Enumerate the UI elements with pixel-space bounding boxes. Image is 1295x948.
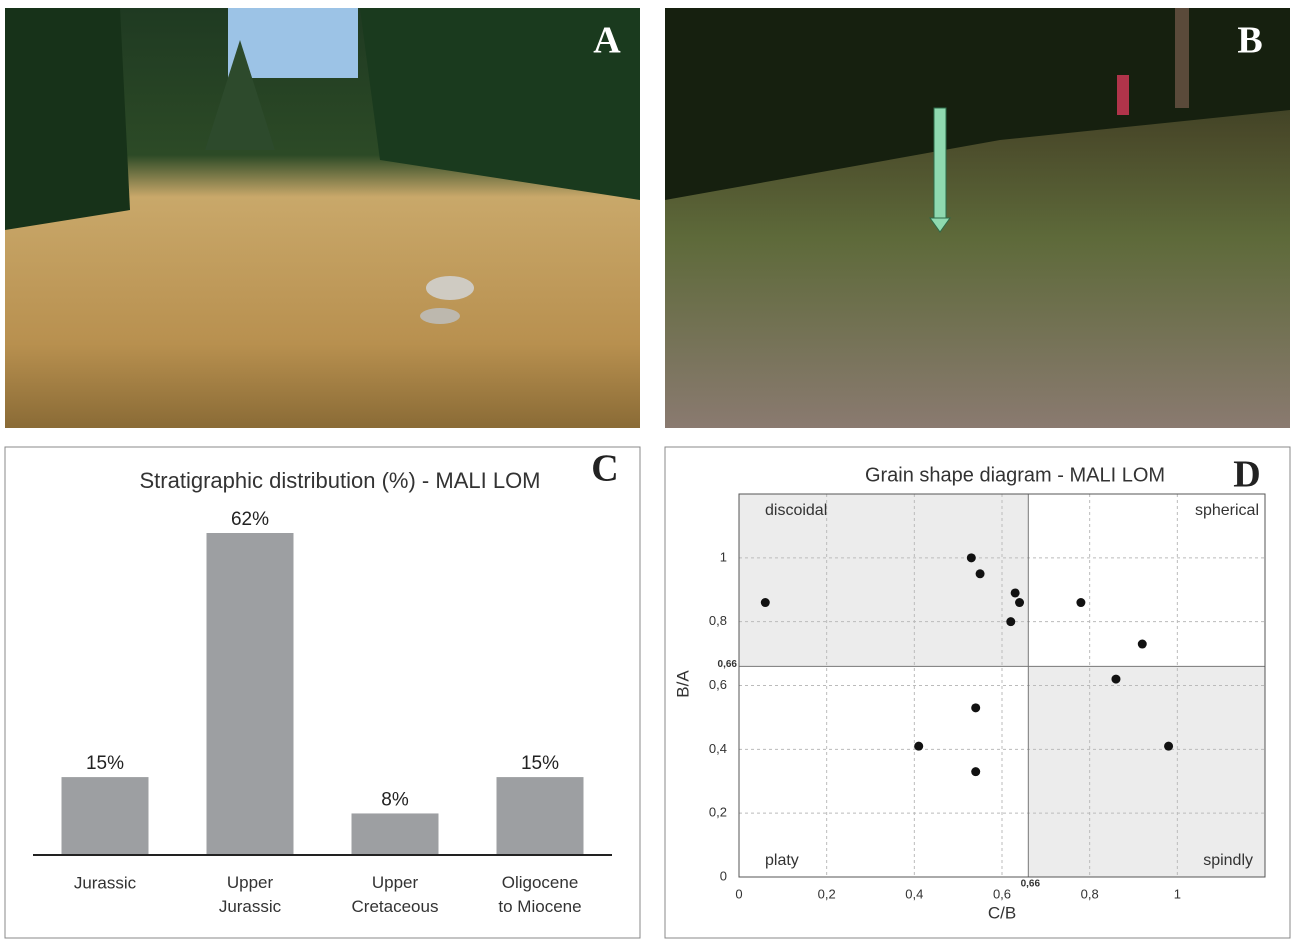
point bbox=[975, 569, 985, 579]
x-tick-label: 0,6 bbox=[993, 886, 1011, 901]
x-axis-label: C/B bbox=[988, 903, 1016, 922]
quadrant-label: spherical bbox=[1195, 502, 1259, 519]
point bbox=[914, 741, 924, 751]
photo-b bbox=[665, 8, 1290, 428]
point bbox=[1076, 598, 1086, 608]
photo-a bbox=[5, 8, 640, 428]
y-tick-label: 0,2 bbox=[709, 805, 727, 820]
value-label: 8% bbox=[381, 789, 409, 810]
x-tick-label: Upper Cretaceous bbox=[352, 873, 439, 916]
point bbox=[966, 553, 976, 563]
point bbox=[1006, 617, 1016, 627]
point bbox=[971, 703, 981, 713]
chart-title: Grain shape diagram - MALI LOM bbox=[865, 464, 1165, 486]
x-tick-label: 1 bbox=[1174, 886, 1181, 901]
panel-label: B bbox=[1237, 20, 1262, 62]
bar bbox=[206, 533, 294, 855]
y-axis-label: B/A bbox=[673, 670, 692, 698]
y-tick-label: 0,8 bbox=[709, 613, 727, 628]
quadrant-shade bbox=[739, 494, 1029, 667]
point bbox=[760, 598, 770, 608]
bar bbox=[496, 777, 584, 855]
quadrant-label: spindly bbox=[1203, 852, 1253, 869]
x-tick-label: 0,8 bbox=[1081, 886, 1099, 901]
plot-frame bbox=[738, 493, 1266, 878]
panel-label: C bbox=[591, 448, 618, 490]
y-tick-label: 1 bbox=[720, 549, 727, 564]
value-label: 15% bbox=[521, 753, 559, 774]
x-tick-label: 0,2 bbox=[818, 886, 836, 901]
point bbox=[971, 767, 981, 777]
bar bbox=[351, 813, 439, 855]
x-tick-label: 0 bbox=[735, 886, 742, 901]
value-label: 15% bbox=[86, 753, 124, 774]
threshold-label: 0,66 bbox=[718, 659, 738, 670]
quadrant-label: platy bbox=[765, 852, 799, 869]
panel-label: D bbox=[1233, 454, 1260, 496]
chart-title: Stratigraphic distribution (%) - MALI LO… bbox=[139, 468, 540, 493]
panel-label: A bbox=[593, 20, 621, 62]
bar bbox=[61, 777, 149, 855]
x-tick-label: Jurassic bbox=[74, 873, 137, 892]
quadrant-label: discoidal bbox=[765, 502, 827, 519]
point bbox=[1015, 598, 1025, 608]
point bbox=[1111, 674, 1121, 684]
y-tick-label: 0,6 bbox=[709, 677, 727, 692]
x-tick-label: Upper Jurassic bbox=[219, 873, 282, 916]
panel-frame bbox=[4, 446, 641, 939]
value-label: 62% bbox=[231, 509, 269, 530]
y-tick-label: 0,4 bbox=[709, 741, 727, 756]
x-tick-label: Oligocene to Miocene bbox=[498, 873, 581, 916]
x-tick-label: 0,4 bbox=[905, 886, 923, 901]
quadrant-shade bbox=[1028, 666, 1265, 877]
threshold-label: 0,66 bbox=[1021, 879, 1041, 890]
point bbox=[1010, 588, 1020, 598]
point bbox=[1137, 639, 1147, 649]
point bbox=[1164, 741, 1174, 751]
y-tick-label: 0 bbox=[720, 868, 727, 883]
